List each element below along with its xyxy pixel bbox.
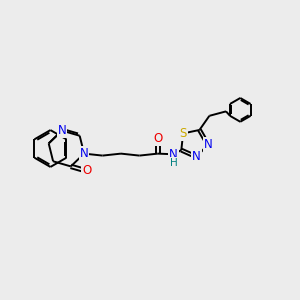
Text: O: O: [82, 164, 91, 177]
Text: N: N: [169, 148, 178, 161]
Text: N: N: [192, 150, 201, 164]
Text: N: N: [58, 124, 66, 137]
Text: N: N: [80, 147, 88, 160]
Text: N: N: [203, 138, 212, 151]
Text: S: S: [179, 127, 187, 140]
Text: O: O: [153, 132, 162, 145]
Text: H: H: [169, 158, 177, 168]
